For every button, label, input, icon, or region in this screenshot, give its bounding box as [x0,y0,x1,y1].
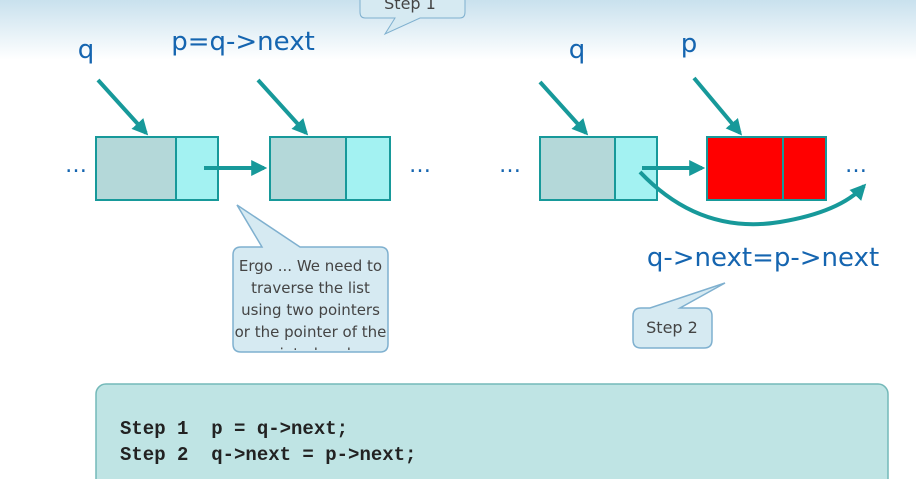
node-next [345,136,391,201]
ellipsis: … [65,153,87,178]
callout-text: Step 2 [646,318,698,337]
arrow [538,80,589,136]
callout [232,204,389,353]
arrow [96,78,149,136]
pointer-label: p [681,29,698,59]
node-data [269,136,347,201]
pointer-label: q [78,35,95,65]
ellipsis: … [845,153,867,178]
arrow [256,78,309,136]
callout-text: Ergo ... We need to traverse the list us… [234,257,387,350]
callout [359,0,466,36]
callout-body: Ergo ... We need to traverse the list us… [234,257,387,350]
node-data [706,136,784,201]
node-data [539,136,616,201]
callout-text: Step 1 [384,0,436,13]
operation-label: q->next=p->next [647,243,879,273]
arrow [638,170,867,227]
pointer-label: p=q->next [171,27,315,57]
node-data [95,136,177,201]
ellipsis: … [409,153,431,178]
code-line: Step 2 q->next = p->next; [120,444,416,466]
ellipsis: … [499,153,521,178]
node-next [782,136,827,201]
code-line: Step 1 p = q->next; [120,418,348,440]
code-box [95,383,889,479]
pointer-label: q [569,35,586,65]
arrow [692,76,743,136]
callout [632,282,726,349]
